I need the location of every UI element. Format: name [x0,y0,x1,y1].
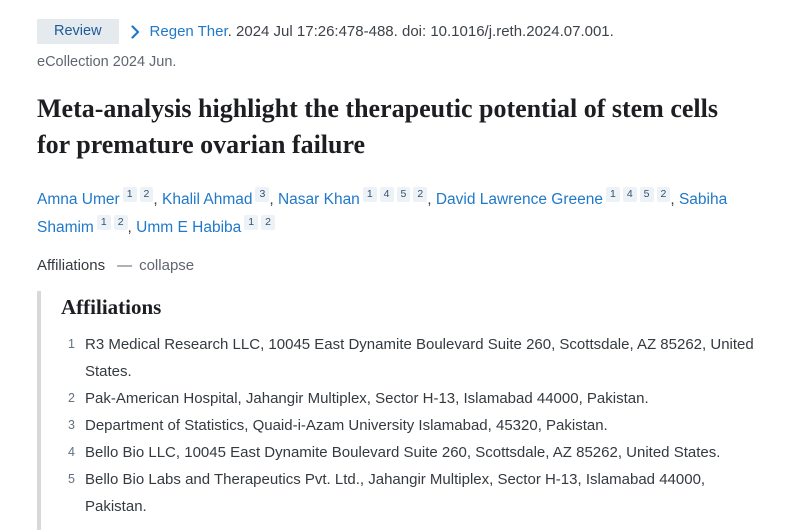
collapse-icon: — [117,257,133,274]
author-separator: , [127,219,137,236]
affiliation-number: 2 [68,391,75,405]
author-affiliation-superscript[interactable]: 2 [413,187,428,202]
author-link[interactable]: Umm E Habiba [136,219,242,236]
affiliation-item: 4 Bello Bio LLC, 10045 East Dynamite Boul… [61,439,757,466]
publication-type-badge: Review [37,19,119,44]
author-separator: , [427,191,436,208]
affiliations-heading: Affiliations [61,295,162,319]
affiliation-number: 4 [68,445,75,459]
citation-text: . 2024 Jul 17:26:478-488. doi: 10.1016/j… [227,23,614,40]
journal-link[interactable]: Regen Ther [149,23,228,40]
affiliation-text: Bello Bio LLC, 10045 East Dynamite Boule… [85,444,721,461]
affiliation-item: 2 Pak-American Hospital, Jahangir Multipl… [61,385,757,412]
author-separator: , [670,191,679,208]
author-affiliation-superscript[interactable]: 4 [622,187,637,202]
author-separator: , [269,191,278,208]
author-separator: , [153,191,162,208]
author-link[interactable]: Sabiha Shamim [37,191,728,236]
author-link[interactable]: Nasar Khan [277,191,360,208]
chevron-right-icon [130,24,140,39]
author-link[interactable]: Amna Umer [37,191,120,208]
author-affiliation-superscript[interactable]: 1 [605,187,620,202]
author-affiliation-superscript[interactable]: 1 [362,187,377,202]
author-affiliation-superscript[interactable]: 1 [244,215,259,230]
affiliation-number: 5 [68,472,75,486]
citation: Regen Ther. 2024 Jul 17:26:478-488. doi:… [150,23,614,40]
author-affiliation-superscript[interactable]: 1 [96,215,111,230]
affiliation-number: 3 [68,418,75,432]
affiliation-item: 1 R3 Medical Research LLC, 10045 East Dyn… [61,331,757,385]
author-affiliation-superscript[interactable]: 5 [639,187,654,202]
ecollection-text: eCollection 2024 Jun. [37,54,177,70]
article-title: Meta-analysis highlight the therapeutic … [37,94,718,159]
affiliation-list: 1 R3 Medical Research LLC, 10045 East Dyn… [61,331,757,520]
affiliation-text: Pak-American Hospital, Jahangir Multiple… [85,390,649,407]
author-link[interactable]: Khalil Ahmad [162,191,253,208]
affiliations-toggle-label: Affiliations [37,257,106,274]
affiliations-toggle[interactable]: Affiliations — collapse [37,257,757,274]
affiliations-section: Affiliations 1 R3 Medical Research LLC, 1… [37,291,757,530]
author-link[interactable]: David Lawrence Greene [435,191,603,208]
affiliation-item: 5 Bello Bio Labs and Therapeutics Pvt. Lt… [61,466,757,520]
affiliation-text: R3 Medical Research LLC, 10045 East Dyna… [85,336,754,380]
author-affiliation-superscript[interactable]: 2 [113,215,128,230]
author-affiliation-superscript[interactable]: 4 [379,187,394,202]
author-affiliation-superscript[interactable]: 1 [122,187,137,202]
affiliations-toggle-action: collapse [139,257,195,274]
author-affiliation-superscript[interactable]: 3 [255,187,270,202]
author-affiliation-superscript[interactable]: 2 [139,187,154,202]
author-list: Amna Umer 1 2, Khalil Ahmad 3, Nasar Khan 1 4… [37,186,737,242]
author-affiliation-superscript[interactable]: 5 [396,187,411,202]
affiliation-item: 3 Department of Statistics, Quaid-i-Azam … [61,412,757,439]
affiliation-text: Bello Bio Labs and Therapeutics Pvt. Ltd… [85,471,706,515]
author-affiliation-superscript[interactable]: 2 [261,215,275,230]
affiliation-number: 1 [68,337,75,351]
author-affiliation-superscript[interactable]: 2 [656,187,671,202]
citation-row: Review Regen Ther. 2024 Jul 17:26:478-48… [37,19,757,44]
affiliation-text: Department of Statistics, Quaid-i-Azam U… [85,417,608,434]
